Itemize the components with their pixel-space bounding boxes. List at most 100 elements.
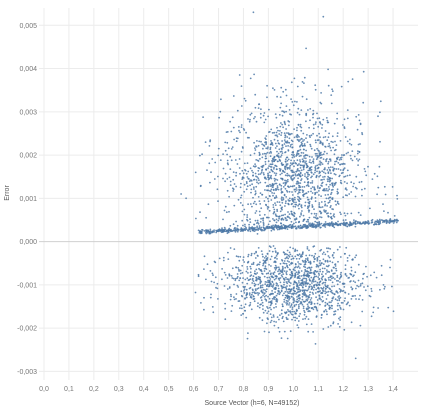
data-point [266, 208, 269, 210]
data-point [321, 182, 323, 185]
data-point [287, 185, 289, 188]
data-point [326, 286, 329, 289]
data-point [259, 173, 262, 175]
data-point [322, 171, 325, 174]
data-point [294, 255, 297, 258]
data-point [243, 183, 246, 186]
data-point [251, 291, 254, 294]
data-point [284, 182, 287, 185]
data-point [329, 248, 332, 250]
data-point [343, 118, 346, 121]
data-point [396, 198, 399, 200]
data-point [361, 132, 363, 134]
data-point [253, 300, 256, 303]
data-point [295, 271, 298, 274]
data-point [325, 188, 328, 190]
data-point [303, 311, 306, 314]
data-point [302, 307, 305, 310]
data-point [307, 307, 310, 309]
data-point [330, 269, 333, 272]
data-point [260, 108, 262, 111]
data-point [200, 230, 202, 233]
data-point [274, 147, 277, 149]
data-point [318, 222, 321, 225]
data-point [310, 187, 312, 190]
data-point [350, 212, 353, 215]
data-point [274, 164, 277, 167]
data-point [293, 212, 296, 215]
data-point [323, 209, 325, 212]
data-point [291, 274, 294, 277]
data-point [338, 159, 341, 161]
data-point [246, 282, 249, 285]
data-point [268, 165, 270, 168]
data-point [246, 268, 249, 270]
data-point [235, 140, 238, 143]
data-point [288, 261, 290, 263]
data-point [291, 163, 293, 166]
data-point [246, 266, 249, 268]
x-tick-label: 0,7 [214, 386, 224, 393]
data-point [331, 198, 334, 201]
data-point [330, 191, 333, 194]
data-point [271, 275, 273, 278]
data-point [366, 221, 369, 224]
data-point [278, 159, 281, 162]
data-point [316, 259, 319, 262]
data-point [266, 84, 268, 87]
data-point [312, 127, 315, 130]
data-point [263, 229, 265, 232]
data-point [285, 262, 288, 265]
data-point [245, 228, 248, 231]
data-point [213, 229, 216, 232]
data-point [283, 262, 286, 265]
data-point [280, 271, 283, 273]
data-point [354, 357, 357, 360]
data-point [297, 270, 300, 272]
data-point [262, 255, 264, 258]
data-point [274, 182, 277, 185]
data-point [290, 210, 293, 213]
data-point [303, 148, 305, 151]
data-point [333, 167, 336, 170]
data-point [325, 298, 328, 300]
data-point [333, 310, 336, 313]
data-point [265, 272, 268, 275]
y-tick-label: 0,004 [19, 66, 37, 73]
data-point [306, 141, 309, 144]
data-point [340, 275, 342, 278]
data-point [273, 166, 275, 169]
data-point [330, 189, 333, 191]
data-point [324, 203, 327, 206]
data-point [327, 160, 330, 163]
data-point [272, 183, 275, 186]
data-point [331, 291, 333, 294]
data-point [328, 168, 331, 171]
data-point [317, 167, 320, 169]
data-point [319, 210, 322, 213]
data-point [342, 302, 344, 304]
data-point [336, 248, 339, 251]
data-point [222, 153, 225, 156]
data-point [270, 265, 272, 267]
data-point [293, 222, 295, 225]
data-point [311, 206, 314, 209]
data-point [328, 142, 330, 145]
data-point [347, 151, 349, 154]
data-point [254, 219, 257, 222]
data-point [353, 155, 356, 158]
data-point [222, 259, 225, 262]
data-point [301, 189, 304, 192]
data-point [292, 268, 295, 271]
data-point [298, 173, 301, 176]
data-point [330, 275, 333, 278]
data-point [278, 143, 281, 145]
data-point [247, 170, 250, 173]
data-point [261, 286, 264, 289]
data-point [337, 323, 339, 325]
data-point [278, 269, 280, 271]
data-point [275, 182, 278, 185]
data-point [354, 281, 357, 284]
data-point [265, 147, 268, 150]
data-point [295, 281, 298, 284]
